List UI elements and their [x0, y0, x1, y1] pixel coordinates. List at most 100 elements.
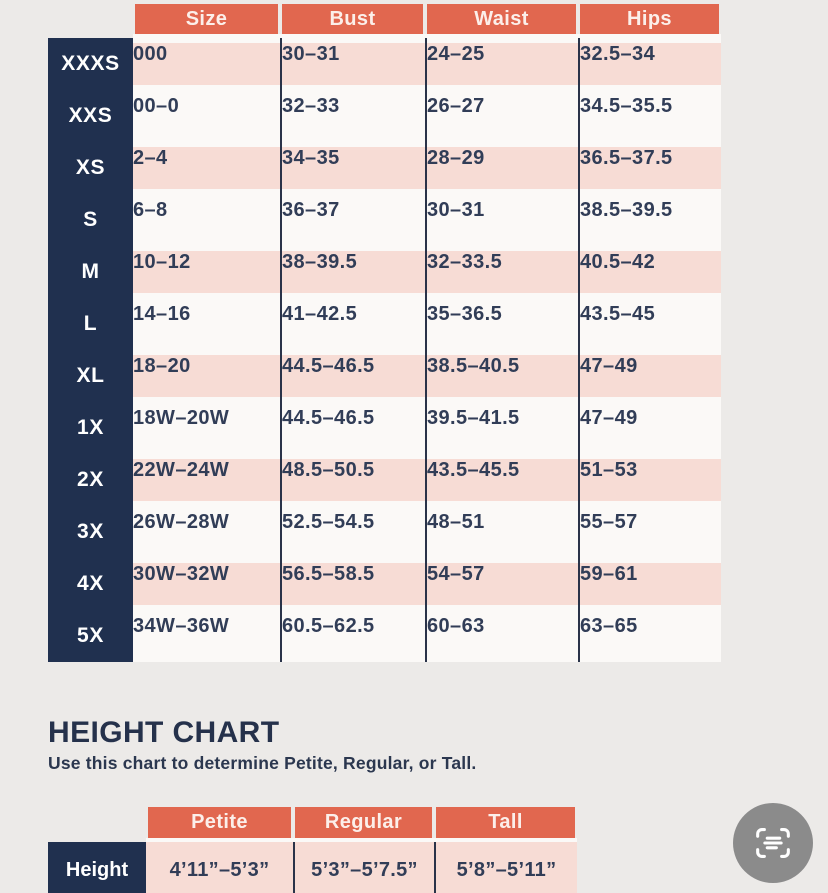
- row-stripe: 47–49: [580, 407, 721, 449]
- row-stripe: 39.5–41.5: [427, 407, 578, 449]
- row-stripe: 30–31: [427, 199, 578, 241]
- hips-value-cell: 47–49: [578, 350, 721, 402]
- bust-value: 34–35: [282, 147, 340, 169]
- scan-text-button[interactable]: [733, 803, 813, 883]
- bust-value: 30–31: [282, 43, 340, 65]
- row-stripe: 44.5–46.5: [282, 407, 425, 449]
- column-header-waist-label: Waist: [474, 7, 529, 30]
- size-table: Size Bust Waist Hips XXXS 000 30–31 24–2…: [48, 4, 721, 662]
- table-row: 4X 30W–32W 56.5–58.5 54–57 59–61: [48, 558, 721, 610]
- waist-value: 26–27: [427, 95, 485, 117]
- row-stripe: 60–63: [427, 615, 578, 657]
- size-value-cell: 6–8: [133, 194, 280, 246]
- size-value: 30W–32W: [133, 563, 230, 585]
- waist-value: 30–31: [427, 199, 485, 221]
- size-value-cell: 2–4: [133, 142, 280, 194]
- row-label: 2X: [77, 468, 104, 491]
- size-value-cell: 14–16: [133, 298, 280, 350]
- bust-value: 52.5–54.5: [282, 511, 375, 533]
- hips-value: 38.5–39.5: [580, 199, 673, 221]
- row-label: L: [83, 312, 98, 335]
- height-row-label: Height: [65, 858, 129, 881]
- hips-value-cell: 63–65: [578, 610, 721, 662]
- waist-value: 35–36.5: [427, 303, 503, 325]
- size-label-cell: 5X: [48, 610, 133, 662]
- column-header-tall: Tall: [436, 807, 575, 838]
- waist-value-cell: 35–36.5: [425, 298, 578, 350]
- size-label-cell: M: [48, 246, 133, 298]
- row-stripe: 28–29: [427, 147, 578, 189]
- row-stripe: 30W–32W: [133, 563, 280, 605]
- height-label-cell: Height: [48, 842, 146, 893]
- table-row: 3X 26W–28W 52.5–54.5 48–51 55–57: [48, 506, 721, 558]
- size-value: 6–8: [133, 199, 168, 221]
- waist-value: 54–57: [427, 563, 485, 585]
- size-value: 14–16: [133, 303, 191, 325]
- bust-value-cell: 52.5–54.5: [280, 506, 425, 558]
- row-stripe: 2–4: [133, 147, 280, 189]
- row-stripe: 18–20: [133, 355, 280, 397]
- column-header-regular-label: Regular: [324, 811, 403, 833]
- table-row: XL 18–20 44.5–46.5 38.5–40.5 47–49: [48, 350, 721, 402]
- row-stripe: 52.5–54.5: [282, 511, 425, 553]
- bust-value: 44.5–46.5: [282, 407, 375, 429]
- table-row: 2X 22W–24W 48.5–50.5 43.5–45.5 51–53: [48, 454, 721, 506]
- size-label-cell: XL: [48, 350, 133, 402]
- column-header-size: Size: [135, 4, 278, 34]
- row-stripe: 48–51: [427, 511, 578, 553]
- hips-value-cell: 32.5–34: [578, 38, 721, 90]
- size-value: 000: [133, 43, 168, 65]
- size-value-cell: 30W–32W: [133, 558, 280, 610]
- bust-value: 56.5–58.5: [282, 563, 375, 585]
- column-header-tall-label: Tall: [488, 811, 523, 833]
- hips-value-cell: 43.5–45: [578, 298, 721, 350]
- petite-value-cell: 4’11”–5’3”: [146, 842, 293, 893]
- bust-value-cell: 44.5–46.5: [280, 402, 425, 454]
- size-value: 18–20: [133, 355, 191, 377]
- size-value: 2–4: [133, 147, 168, 169]
- hips-value: 59–61: [580, 563, 638, 585]
- row-stripe: 38.5–39.5: [580, 199, 721, 241]
- size-value: 18W–20W: [133, 407, 230, 429]
- waist-value-cell: 48–51: [425, 506, 578, 558]
- waist-value-cell: 32–33.5: [425, 246, 578, 298]
- row-stripe: 36.5–37.5: [580, 147, 721, 189]
- column-header-bust-label: Bust: [329, 7, 376, 30]
- hips-value: 55–57: [580, 511, 638, 533]
- row-stripe: 51–53: [580, 459, 721, 501]
- bust-value: 36–37: [282, 199, 340, 221]
- column-header-size-label: Size: [185, 7, 228, 30]
- height-chart-title: HEIGHT CHART: [48, 716, 280, 749]
- table-row: L 14–16 41–42.5 35–36.5 43.5–45: [48, 298, 721, 350]
- bust-value: 44.5–46.5: [282, 355, 375, 377]
- size-label-cell: S: [48, 194, 133, 246]
- row-stripe: 32–33: [282, 95, 425, 137]
- waist-value: 38.5–40.5: [427, 355, 520, 377]
- height-table: Petite Regular Tall Height 4’11”–5’3” 5’…: [48, 807, 577, 893]
- row-label: 3X: [77, 520, 104, 543]
- bust-value-cell: 41–42.5: [280, 298, 425, 350]
- bust-value-cell: 30–31: [280, 38, 425, 90]
- hips-value-cell: 36.5–37.5: [578, 142, 721, 194]
- hips-value: 47–49: [580, 355, 638, 377]
- hips-value-cell: 55–57: [578, 506, 721, 558]
- hips-value: 34.5–35.5: [580, 95, 673, 117]
- waist-value: 32–33.5: [427, 251, 503, 273]
- size-value-cell: 18W–20W: [133, 402, 280, 454]
- size-label-cell: 3X: [48, 506, 133, 558]
- table-row: 1X 18W–20W 44.5–46.5 39.5–41.5 47–49: [48, 402, 721, 454]
- row-stripe: 10–12: [133, 251, 280, 293]
- bust-value: 60.5–62.5: [282, 615, 375, 637]
- bust-value-cell: 36–37: [280, 194, 425, 246]
- size-value: 10–12: [133, 251, 191, 273]
- hips-value-cell: 38.5–39.5: [578, 194, 721, 246]
- waist-value: 28–29: [427, 147, 485, 169]
- row-stripe: 34W–36W: [133, 615, 280, 657]
- row-stripe: 59–61: [580, 563, 721, 605]
- row-stripe: 14–16: [133, 303, 280, 345]
- hips-value: 63–65: [580, 615, 638, 637]
- regular-value: 5’3”–5’7.5”: [311, 858, 418, 881]
- size-value-cell: 00–0: [133, 90, 280, 142]
- petite-value: 4’11”–5’3”: [169, 858, 270, 881]
- height-table-header: Petite Regular Tall: [48, 807, 577, 838]
